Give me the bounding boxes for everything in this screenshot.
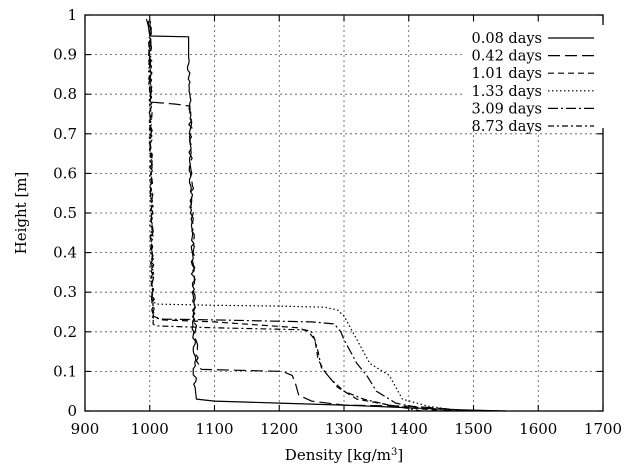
x-tick-label: 1000 <box>131 420 169 438</box>
legend-label: 1.33 days <box>472 84 542 100</box>
series-line <box>147 18 422 412</box>
x-tick-label: 900 <box>71 420 100 438</box>
y-tick-label: 1 <box>67 6 77 24</box>
x-tick-label: 1300 <box>325 420 363 438</box>
legend-label: 0.42 days <box>472 49 542 65</box>
y-tick-label: 0.3 <box>53 283 77 301</box>
x-tick-label: 1100 <box>195 420 233 438</box>
y-tick-label: 0.1 <box>53 362 77 380</box>
legend-box <box>462 25 614 128</box>
plot-series <box>145 18 506 412</box>
y-tick-label: 0.9 <box>53 46 77 64</box>
legend-label: 3.09 days <box>472 101 542 117</box>
y-tick-label: 0.4 <box>53 244 77 262</box>
legend-label: 8.73 days <box>472 119 542 135</box>
y-tick-label: 0.7 <box>53 125 77 143</box>
x-tick-label: 1200 <box>260 420 298 438</box>
y-axis-title: Height [m] <box>12 172 30 255</box>
y-tick-label: 0.2 <box>53 323 77 341</box>
series-line <box>145 18 506 412</box>
x-tick-label: 1700 <box>584 420 622 438</box>
y-tick-label: 0.6 <box>53 164 77 182</box>
x-tick-label: 1500 <box>454 420 492 438</box>
y-tick-label: 0.5 <box>53 204 77 222</box>
series-line <box>148 18 455 412</box>
x-tick-label: 1600 <box>519 420 557 438</box>
x-tick-label: 1400 <box>390 420 428 438</box>
y-tick-label: 0.8 <box>53 85 77 103</box>
axis-ticks: 900 1000 1100 1200 1300 1400 1500 1600 1700 0 0.1 0… <box>53 6 622 438</box>
legend-label: 1.01 days <box>472 66 542 82</box>
x-axis-title-end: ] <box>397 446 403 464</box>
x-axis-title: Density [kg/m3] <box>285 446 403 464</box>
x-axis-title-superscript: 3 <box>391 447 397 458</box>
x-axis-title-main: Density [kg/m <box>285 446 391 464</box>
y-tick-label: 0 <box>67 402 77 420</box>
legend-label: 0.08 days <box>472 31 542 47</box>
